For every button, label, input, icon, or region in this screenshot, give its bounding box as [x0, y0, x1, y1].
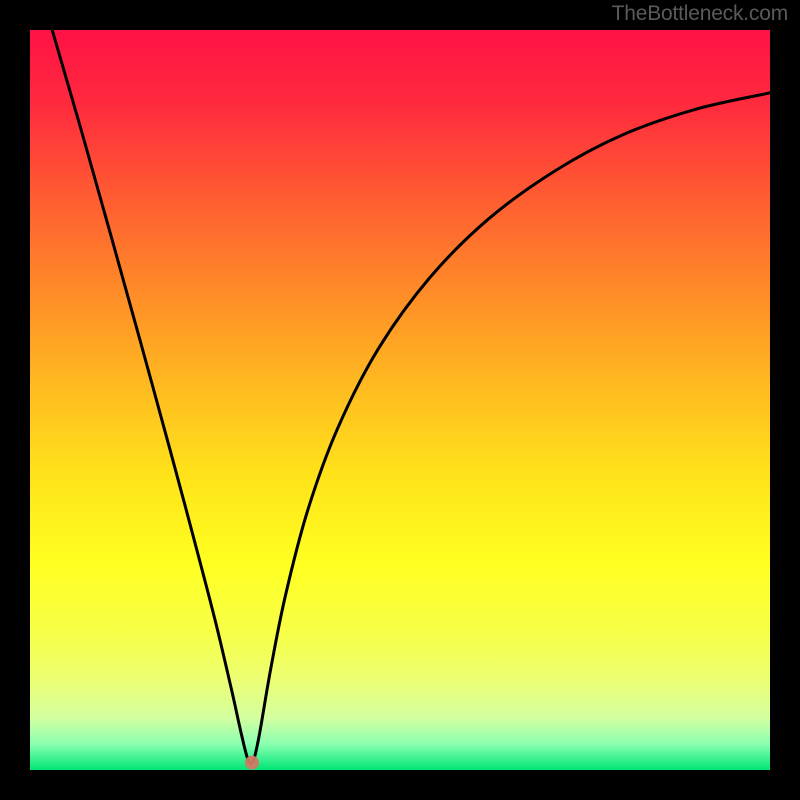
chart-svg [30, 30, 770, 770]
chart-frame: TheBottleneck.com [0, 0, 800, 800]
minimum-marker [245, 756, 259, 770]
chart-plot-area [30, 30, 770, 770]
chart-background-gradient [30, 30, 770, 770]
watermark-text: TheBottleneck.com [612, 2, 788, 26]
